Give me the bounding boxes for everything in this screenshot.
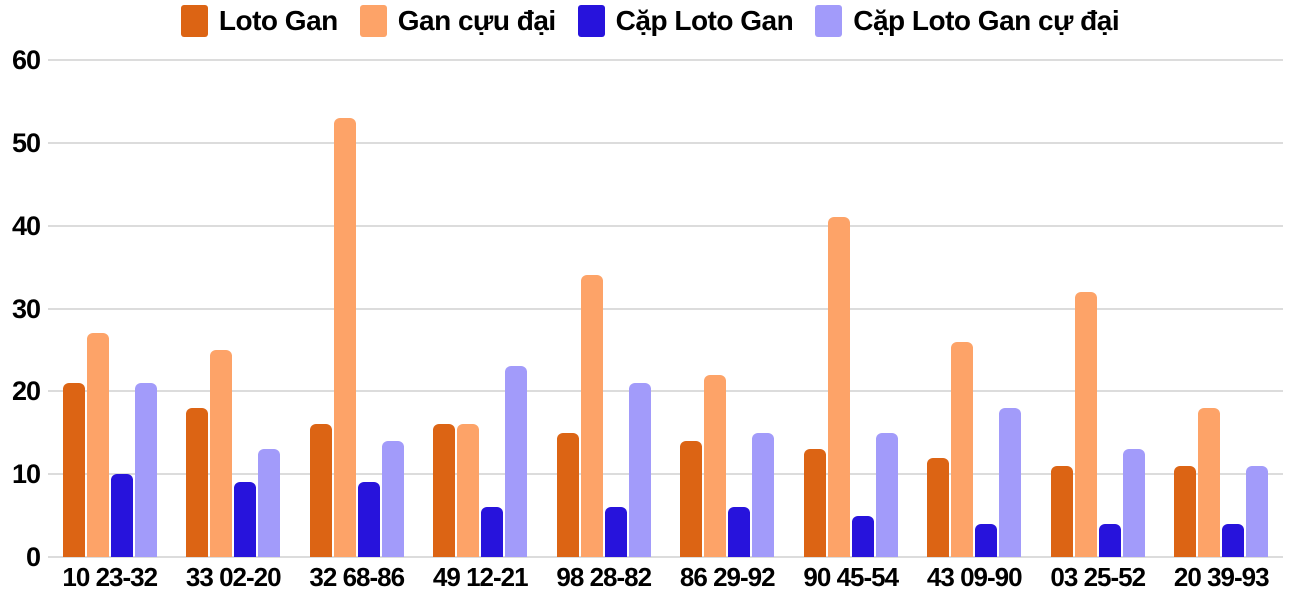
- y-tick-label-50: 50: [11, 127, 41, 158]
- bar-series2-group7[interactable]: [975, 523, 998, 557]
- bar-series3-group3[interactable]: [505, 366, 528, 557]
- bar-series3-group1[interactable]: [258, 449, 281, 557]
- bar-series3-group0[interactable]: [134, 383, 157, 557]
- bar-series3-group4[interactable]: [628, 383, 651, 557]
- bar-series3-group7[interactable]: [999, 407, 1022, 557]
- bar-series2-group4[interactable]: [604, 507, 627, 557]
- bar-series3-group6[interactable]: [875, 432, 898, 557]
- bar-group-5: [666, 60, 790, 557]
- bar-series2-group6[interactable]: [851, 515, 874, 557]
- y-tick-label-20: 20: [11, 376, 41, 407]
- bar-series0-group3[interactable]: [433, 424, 456, 557]
- bar-series1-group6[interactable]: [827, 217, 850, 557]
- legend-label-gan-cuu-dai: Gan cựu đại: [397, 5, 556, 36]
- bar-series2-group8[interactable]: [1098, 523, 1121, 557]
- legend-label-cap-loto-gan-cu-dai: Cặp Loto Gan cự đại: [853, 5, 1120, 36]
- bar-series0-group6[interactable]: [803, 449, 826, 557]
- bar-group-4: [542, 60, 666, 557]
- legend-label-loto-gan: Loto Gan: [218, 5, 338, 36]
- y-tick-label-30: 30: [11, 293, 41, 324]
- bar-series1-group8[interactable]: [1074, 291, 1097, 557]
- bar-series0-group2[interactable]: [309, 424, 332, 557]
- y-tick-label-10: 10: [11, 459, 41, 490]
- bar-group-3: [419, 60, 543, 557]
- x-tick-label-8: 03 25-52: [1050, 562, 1146, 592]
- bar-group-2: [295, 60, 419, 557]
- bar-series0-group5[interactable]: [680, 441, 703, 557]
- chart-legend: Loto Gan Gan cựu đại Cặp Loto Gan Cặp Lo…: [0, 5, 1300, 37]
- bar-series2-group9[interactable]: [1222, 523, 1245, 557]
- bar-series2-group1[interactable]: [234, 482, 257, 557]
- gridline-60: [48, 59, 1283, 61]
- bar-series0-group0[interactable]: [62, 383, 85, 557]
- bar-series2-group0[interactable]: [110, 474, 133, 557]
- gridline-50: [48, 141, 1283, 144]
- bar-series3-group2[interactable]: [381, 441, 404, 557]
- x-tick-label-5: 86 29-92: [679, 562, 776, 592]
- bar-series1-group0[interactable]: [86, 333, 109, 557]
- x-tick-label-7: 43 09-90: [926, 562, 1023, 592]
- bar-series3-group9[interactable]: [1246, 465, 1269, 557]
- bar-series3-group5[interactable]: [752, 432, 775, 557]
- legend-swatch-cap-loto-gan: [577, 5, 605, 37]
- bar-series0-group1[interactable]: [186, 407, 209, 557]
- x-tick-label-0: 10 23-32: [62, 562, 158, 592]
- bar-series1-group3[interactable]: [457, 424, 480, 557]
- bar-series1-group9[interactable]: [1198, 407, 1221, 557]
- bar-series2-group2[interactable]: [357, 482, 380, 557]
- x-tick-label-4: 98 28-82: [556, 562, 652, 592]
- bar-series0-group8[interactable]: [1050, 465, 1073, 557]
- y-tick-label-0: 0: [25, 542, 41, 572]
- legend-item-loto-gan[interactable]: Loto Gan: [180, 5, 338, 37]
- gridline-20: [48, 390, 1283, 393]
- x-tick-label-2: 32 68-86: [309, 562, 405, 592]
- bar-group-0: [48, 60, 172, 557]
- x-tick-label-3: 49 12-21: [432, 562, 529, 592]
- bar-series1-group4[interactable]: [580, 275, 603, 557]
- x-tick-label-9: 20 39-93: [1173, 562, 1270, 592]
- bar-series1-group1[interactable]: [210, 349, 233, 557]
- bar-series1-group2[interactable]: [333, 117, 356, 557]
- bar-series2-group5[interactable]: [728, 507, 751, 557]
- x-axis: 10 23-32 33 02-20 32 68-86 49 12-21 98 28-82…: [48, 562, 1283, 593]
- legend-item-cap-loto-gan[interactable]: Cặp Loto Gan: [577, 5, 794, 37]
- x-tick-label-1: 33 02-20: [185, 562, 282, 592]
- bar-series2-group3[interactable]: [481, 507, 504, 557]
- bar-series0-group7[interactable]: [927, 457, 950, 557]
- bar-group-6: [789, 60, 913, 557]
- bar-group-8: [1036, 60, 1160, 557]
- gridline-0: [48, 556, 1283, 558]
- plot-area: [48, 59, 1283, 558]
- y-tick-label-40: 40: [11, 210, 41, 241]
- legend-item-cap-loto-gan-cu-dai[interactable]: Cặp Loto Gan cự đại: [815, 5, 1120, 37]
- bar-series0-group4[interactable]: [556, 432, 579, 557]
- legend-label-cap-loto-gan: Cặp Loto Gan: [615, 5, 794, 36]
- legend-item-gan-cuu-dai[interactable]: Gan cựu đại: [359, 5, 556, 37]
- bars-layer: [48, 60, 1283, 557]
- gridline-10: [48, 473, 1283, 476]
- bar-series3-group8[interactable]: [1122, 449, 1145, 557]
- bar-group-1: [172, 60, 296, 557]
- y-tick-label-60: 60: [11, 45, 41, 75]
- legend-swatch-gan-cuu-dai: [359, 5, 387, 37]
- legend-swatch-loto-gan: [180, 5, 208, 37]
- bar-group-9: [1160, 60, 1284, 557]
- gridline-40: [48, 224, 1283, 227]
- gridline-30: [48, 307, 1283, 310]
- x-tick-label-6: 90 45-54: [803, 562, 899, 592]
- y-axis: 0 10 20 30 40 50 60: [0, 0, 41, 600]
- bar-group-7: [913, 60, 1037, 557]
- bar-series1-group7[interactable]: [951, 341, 974, 557]
- bar-series1-group5[interactable]: [704, 374, 727, 557]
- legend-swatch-cap-loto-gan-cu-dai: [815, 5, 843, 37]
- bar-series0-group9[interactable]: [1174, 465, 1197, 557]
